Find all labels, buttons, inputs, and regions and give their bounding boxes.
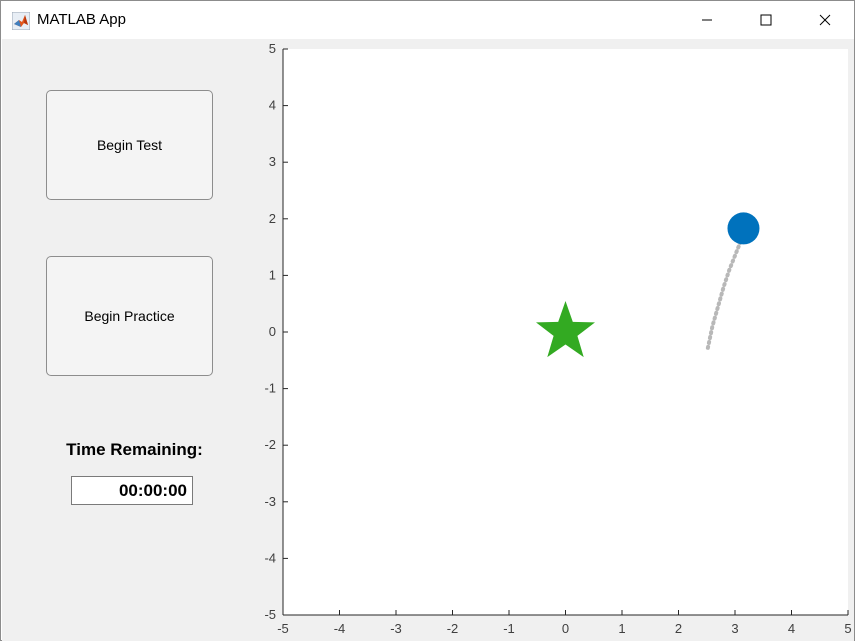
y-tick-label: -3	[264, 494, 276, 509]
app-content: Begin Test Begin Practice Time Remaining…	[2, 39, 854, 641]
begin-practice-button[interactable]: Begin Practice	[46, 256, 213, 376]
minimize-button[interactable]	[678, 1, 736, 39]
cursor-circle-marker	[727, 212, 760, 245]
plot-marks	[536, 212, 760, 358]
y-tick-label: 4	[269, 98, 276, 113]
x-tick-label: -1	[503, 621, 515, 636]
y-tick-label: -1	[264, 381, 276, 396]
y-tick-label: -2	[264, 437, 276, 452]
axis-ticks: -5 -4 -3 -2 -1 0 1 2 3 4 5 -5 -4 -3 -2 -1 0 1 2 3 4 5	[264, 41, 851, 636]
y-tick-label: 1	[269, 267, 276, 282]
cursor-trail	[705, 239, 743, 350]
y-tick-label: 5	[269, 41, 276, 56]
task-axes[interactable]: -5 -4 -3 -2 -1 0 1 2 3 4 5 -5 -4 -3 -2 -1 0 1 2 3 4 5	[2, 39, 854, 641]
begin-test-button[interactable]: Begin Test	[46, 90, 213, 200]
target-star-marker	[536, 301, 595, 358]
y-tick-label: -4	[264, 550, 276, 565]
title-bar: MATLAB App	[1, 1, 854, 39]
close-button[interactable]	[796, 1, 854, 39]
matlab-logo-icon	[12, 12, 30, 30]
y-tick-label: -5	[264, 607, 276, 622]
time-remaining-field: 00:00:00	[71, 476, 193, 505]
y-tick-label: 2	[269, 211, 276, 226]
y-tick-label: 3	[269, 154, 276, 169]
x-tick-label: 2	[675, 621, 682, 636]
maximize-button[interactable]	[737, 1, 795, 39]
x-tick-label: -3	[390, 621, 402, 636]
x-tick-label: -5	[277, 621, 289, 636]
x-tick-label: -2	[447, 621, 459, 636]
x-tick-label: 4	[788, 621, 795, 636]
x-tick-label: 3	[731, 621, 738, 636]
x-tick-label: 5	[844, 621, 851, 636]
x-tick-label: 1	[618, 621, 625, 636]
x-tick-label: 0	[562, 621, 569, 636]
minimize-icon	[702, 19, 712, 21]
time-remaining-label: Time Remaining:	[66, 440, 203, 459]
y-tick-label: 0	[269, 324, 276, 339]
window-title: MATLAB App	[37, 11, 126, 28]
maximize-icon	[760, 14, 772, 26]
close-icon	[819, 14, 831, 26]
x-tick-label: -4	[334, 621, 346, 636]
